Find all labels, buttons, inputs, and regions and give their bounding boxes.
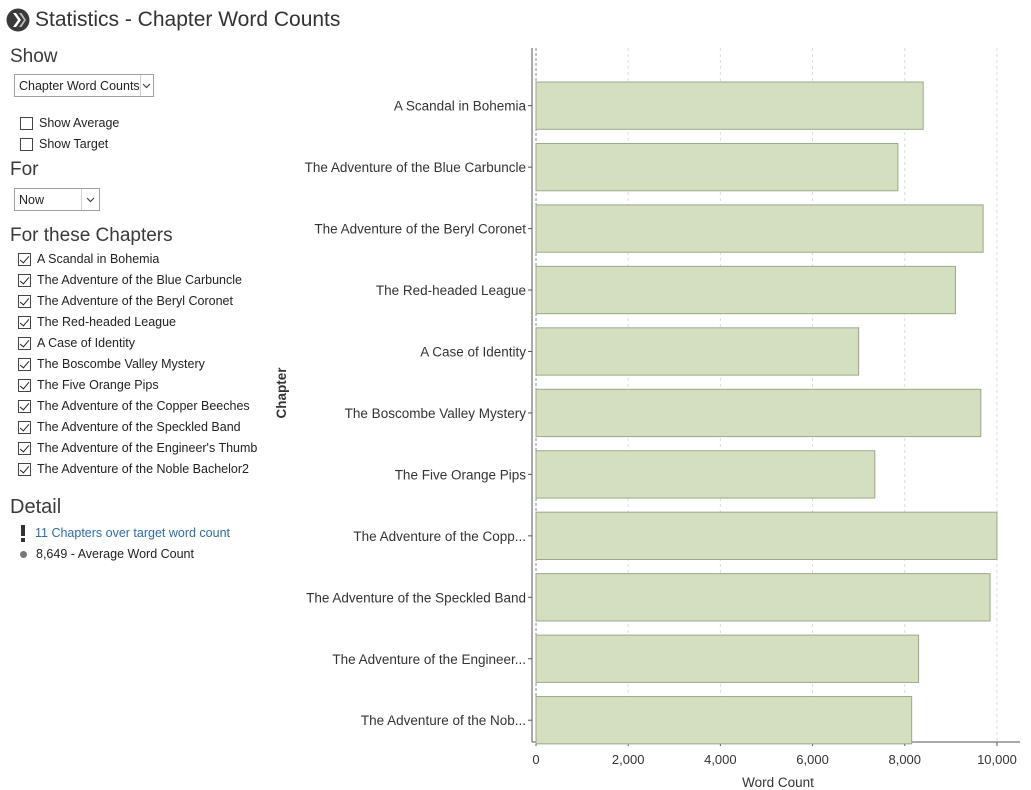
chapter-option[interactable]: The Adventure of the Beryl Coronet	[18, 292, 233, 310]
chapter-checkbox[interactable]	[18, 315, 31, 329]
window-title-bar: Statistics - Chapter Word Counts	[6, 5, 340, 35]
bar[interactable]	[535, 573, 991, 622]
category-label: The Adventure of the Copp...	[353, 529, 526, 544]
chapter-checkbox[interactable]	[18, 378, 31, 392]
x-tick-label: 6,000	[796, 752, 829, 767]
chapter-label: A Case of Identity	[37, 336, 135, 350]
over-target-link[interactable]: 11 Chapters over target word count	[35, 526, 231, 540]
chapter-option[interactable]: The Red-headed League	[18, 313, 176, 331]
category-label: The Five Orange Pips	[395, 467, 527, 482]
chapter-option[interactable]: A Case of Identity	[18, 334, 135, 352]
y-axis-title: Chapter	[274, 367, 289, 419]
word-count-chart: 0 2,000 4,000 6,000 8,000 10,000 A Scandal in …	[270, 40, 1031, 790]
chapter-checkbox[interactable]	[18, 294, 31, 308]
bar[interactable]	[535, 327, 860, 376]
bar[interactable]	[535, 388, 982, 438]
for-heading: For	[10, 159, 39, 180]
average-word-count: 8,649 - Average Word Count	[36, 547, 194, 561]
category-label: The Adventure of the Nob...	[361, 713, 526, 728]
show-average-checkbox[interactable]	[20, 116, 33, 130]
x-tick-label: 10,000	[977, 752, 1017, 767]
x-axis-title: Word Count	[742, 775, 814, 790]
options-panel: Show Chapter Word Counts Show Average Sh…	[0, 40, 270, 780]
bar[interactable]	[535, 265, 956, 315]
for-dropdown[interactable]: Now	[14, 188, 100, 211]
bar[interactable]	[535, 142, 899, 192]
bar[interactable]	[535, 696, 913, 745]
category-label: The Red-headed League	[376, 283, 526, 298]
category-label: The Adventure of the Speckled Band	[306, 590, 526, 605]
chapter-option[interactable]: The Boscombe Valley Mystery	[18, 355, 205, 373]
chapter-option[interactable]: The Adventure of the Blue Carbuncle	[18, 271, 242, 289]
show-target-checkbox[interactable]	[20, 137, 33, 151]
chapter-option[interactable]: The Adventure of the Noble Bachelor2	[18, 460, 249, 478]
chapter-label: The Five Orange Pips	[37, 378, 159, 392]
chapter-checkbox[interactable]	[18, 273, 31, 287]
chapter-label: A Scandal in Bohemia	[37, 252, 160, 266]
chapter-option[interactable]: The Adventure of the Speckled Band	[18, 418, 241, 436]
chapter-checkbox[interactable]	[18, 252, 31, 266]
category-label: A Scandal in Bohemia	[394, 99, 527, 114]
chapter-checkbox[interactable]	[18, 399, 31, 413]
category-label: The Boscombe Valley Mystery	[345, 406, 527, 421]
for-dropdown-value: Now	[19, 192, 45, 207]
window-title: Statistics - Chapter Word Counts	[35, 8, 341, 31]
chapter-label: The Adventure of the Engineer's Thumb	[37, 441, 258, 455]
category-label: The Adventure of the Blue Carbuncle	[305, 160, 526, 175]
chapter-option[interactable]: A Scandal in Bohemia	[18, 250, 159, 268]
show-average-option[interactable]: Show Average	[20, 114, 119, 132]
bar[interactable]	[535, 204, 984, 253]
chevron-down-icon	[81, 189, 99, 210]
average-row: 8,649 - Average Word Count	[18, 545, 194, 563]
scrivener-logo-icon	[6, 8, 30, 32]
category-label: The Adventure of the Beryl Coronet	[314, 222, 526, 237]
chapter-checkbox[interactable]	[18, 336, 31, 350]
show-target-option[interactable]: Show Target	[20, 135, 108, 153]
x-tick-label: 4,000	[704, 752, 737, 767]
bar[interactable]	[535, 634, 920, 683]
chapter-checkbox[interactable]	[18, 420, 31, 434]
detail-heading: Detail	[10, 496, 62, 518]
category-label: The Adventure of the Engineer...	[332, 652, 526, 667]
x-tick-label: 0	[532, 752, 539, 767]
show-dropdown-value: Chapter Word Counts	[19, 78, 140, 93]
chapter-label: The Adventure of the Beryl Coronet	[37, 294, 233, 308]
chapter-label: The Red-headed League	[37, 315, 177, 329]
bar[interactable]	[535, 81, 924, 130]
chapters-heading: For these Chapters	[10, 225, 173, 246]
chapter-option[interactable]: The Adventure of the Engineer's Thumb	[18, 439, 257, 457]
bar[interactable]	[535, 450, 876, 499]
chapter-checkbox[interactable]	[18, 441, 31, 455]
category-label: A Case of Identity	[420, 344, 526, 359]
chevron-down-icon	[139, 75, 153, 96]
bar-chart: 0 2,000 4,000 6,000 8,000 10,000 A Scandal in …	[274, 48, 1020, 790]
show-target-label: Show Target	[39, 137, 109, 151]
show-average-label: Show Average	[39, 116, 120, 130]
chapter-label: The Adventure of the Noble Bachelor2	[37, 462, 249, 476]
chapter-option[interactable]: The Adventure of the Copper Beeches	[18, 397, 250, 415]
chapter-label: The Boscombe Valley Mystery	[37, 357, 205, 371]
over-target-row[interactable]: 11 Chapters over target word count	[18, 524, 230, 542]
chapter-checkbox[interactable]	[18, 462, 31, 476]
x-tick-label: 2,000	[612, 752, 645, 767]
chapter-label: The Adventure of the Blue Carbuncle	[37, 273, 242, 287]
chapter-checkbox[interactable]	[18, 357, 31, 371]
bullet-dot-icon	[20, 550, 27, 558]
exclamation-icon	[18, 524, 28, 542]
chapter-option[interactable]: The Five Orange Pips	[18, 376, 159, 394]
show-heading: Show	[10, 46, 58, 67]
chapter-label: The Adventure of the Copper Beeches	[37, 399, 250, 413]
chapter-label: The Adventure of the Speckled Band	[37, 420, 241, 434]
bar[interactable]	[535, 511, 998, 561]
x-tick-label: 8,000	[888, 752, 921, 767]
show-dropdown[interactable]: Chapter Word Counts	[14, 74, 154, 97]
